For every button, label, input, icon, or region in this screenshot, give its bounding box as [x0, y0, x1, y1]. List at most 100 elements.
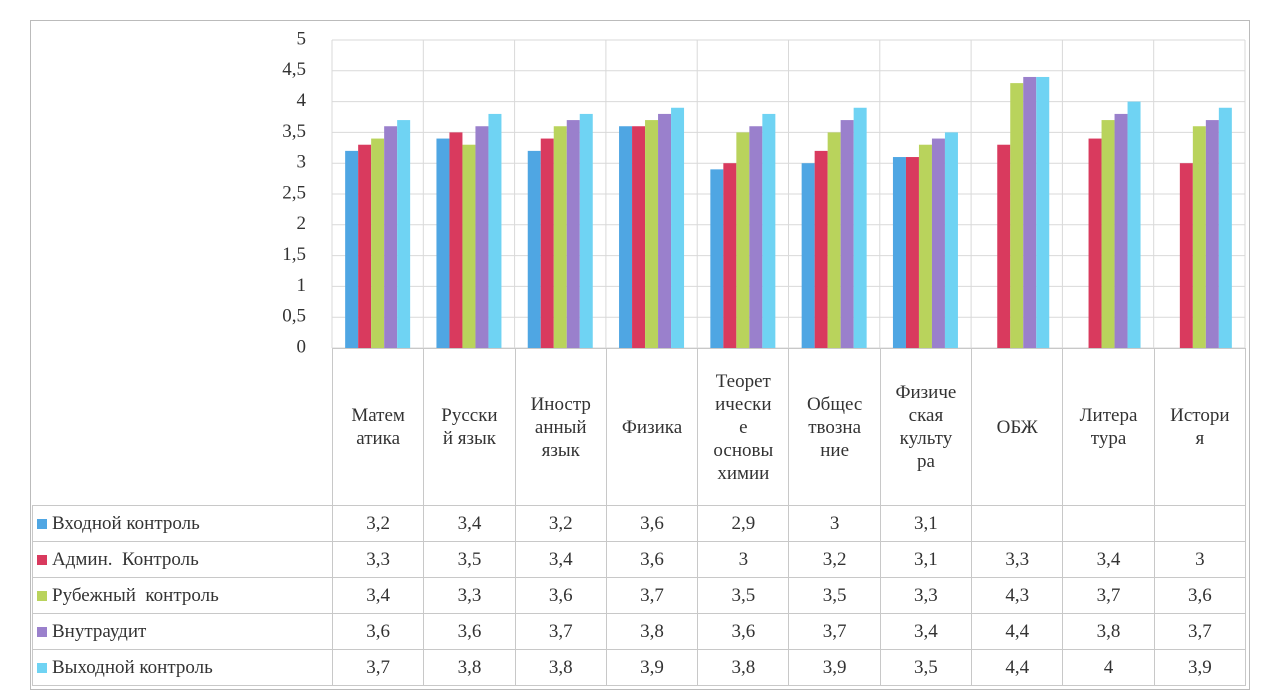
value-label: 3,4 [879, 613, 973, 650]
value-label: 3,5 [423, 541, 516, 578]
bar [892, 157, 906, 348]
bar [1205, 120, 1219, 348]
value-label: 3,1 [879, 505, 973, 542]
x-tick-label: ОБЖ [971, 348, 1064, 506]
bar [710, 169, 724, 348]
value-label: 3,5 [788, 577, 881, 614]
bar [579, 113, 593, 348]
bar [632, 126, 646, 349]
y-tick-label: 4 [297, 90, 307, 111]
x-tick-label: Литера тура [1062, 348, 1155, 506]
legend-swatch [37, 518, 47, 529]
x-tick-label: Истори я [1153, 348, 1246, 506]
bar [1101, 120, 1115, 348]
value-label: 3,5 [697, 577, 790, 614]
value-label: 3,8 [514, 649, 607, 686]
value-label: 2,9 [697, 505, 790, 542]
bar [358, 144, 372, 348]
value-label: 3 [1153, 541, 1246, 578]
bar [540, 138, 554, 348]
x-tick-label: Общес твозна ние [788, 348, 881, 506]
legend-swatch [37, 626, 47, 637]
bar [553, 126, 567, 349]
table-row: Внутраудит 3,6 3,6 3,7 3,8 3,6 3,7 3,4 4,4 3,8 3,7 [32, 613, 1246, 650]
bar [397, 120, 411, 348]
value-label: 4 [1062, 649, 1155, 686]
bar [345, 150, 359, 348]
legend-swatch [37, 554, 47, 565]
bar [566, 120, 580, 348]
chart-frame [30, 20, 1250, 690]
value-label: 3 [697, 541, 790, 578]
bar [1218, 107, 1232, 348]
value-label: 3,6 [1153, 577, 1246, 614]
bar [1010, 83, 1024, 349]
value-label: 3,3 [331, 541, 425, 578]
value-label: 3,1 [879, 541, 973, 578]
legend-entry: Админ. Контроль [32, 541, 333, 578]
bar [853, 107, 867, 348]
legend-swatch [37, 590, 47, 601]
table-row: Рубежный контроль 3,4 3,3 3,6 3,7 3,5 3,5 3,3 4,… [32, 577, 1246, 614]
value-label: 3,9 [1153, 649, 1246, 686]
bar [488, 113, 502, 348]
value-label: 3,7 [788, 613, 881, 650]
bar [384, 126, 398, 349]
value-label: 3,8 [697, 649, 790, 686]
y-tick-label: 1 [297, 275, 307, 296]
y-tick-label: 3,5 [282, 121, 306, 142]
table-row: Выходной контроль 3,7 3,8 3,8 3,9 3,8 3,9 3,5 4,… [32, 649, 1246, 686]
bar [814, 150, 828, 348]
legend-entry: Рубежный контроль [32, 577, 333, 614]
value-label: 3,6 [331, 613, 425, 650]
value-label [971, 505, 1064, 542]
value-label: 3,3 [423, 577, 516, 614]
bar [658, 113, 672, 348]
legend-label: Выходной контроль [52, 656, 213, 678]
value-label: 3,6 [423, 613, 516, 650]
value-label: 3,7 [605, 577, 699, 614]
value-label: 4,4 [971, 649, 1064, 686]
y-tick-label: 2 [297, 213, 307, 234]
bar [840, 120, 854, 348]
header-row: Матем атика Русски й язык Иностр анный язы… [32, 348, 1246, 506]
bar [997, 144, 1011, 348]
x-tick-label: Иностр анный язык [514, 348, 607, 506]
value-label: 3,7 [1153, 613, 1246, 650]
legend-entry: Внутраудит [32, 613, 333, 650]
y-tick-label: 5 [297, 28, 307, 49]
value-label: 3,7 [1062, 577, 1155, 614]
legend-swatch [37, 662, 47, 673]
value-label: 3,2 [788, 541, 881, 578]
bar [801, 163, 815, 348]
value-label [1153, 505, 1246, 542]
bar [918, 144, 932, 348]
bar [762, 113, 776, 348]
legend-label: Входной контроль [52, 512, 200, 534]
bar [944, 132, 958, 348]
bar [905, 157, 919, 348]
bar [723, 163, 737, 348]
value-label: 3,3 [879, 577, 973, 614]
y-tick-label: 0 [297, 336, 307, 357]
value-label: 3,9 [788, 649, 881, 686]
legend-entry: Выходной контроль [32, 649, 333, 686]
x-tick-label: Теорет ически е основы химии [697, 348, 790, 506]
value-label: 3,6 [514, 577, 607, 614]
value-label: 4,3 [971, 577, 1064, 614]
bar [645, 120, 659, 348]
value-label: 3,4 [423, 505, 516, 542]
bar [449, 132, 463, 348]
x-tick-label: Матем атика [331, 348, 425, 506]
table-row: Админ. Контроль 3,3 3,5 3,4 3,6 3 3,2 3,1 3,3 3,4… [32, 541, 1246, 578]
bar [527, 150, 541, 348]
value-label: 3,6 [605, 505, 699, 542]
value-label: 3,5 [879, 649, 973, 686]
legend-entry: Входной контроль [32, 505, 333, 542]
legend-label: Рубежный контроль [52, 584, 219, 606]
bar [1036, 76, 1050, 349]
corner [32, 348, 333, 506]
value-label: 3,8 [605, 613, 699, 650]
bar [1114, 113, 1128, 348]
